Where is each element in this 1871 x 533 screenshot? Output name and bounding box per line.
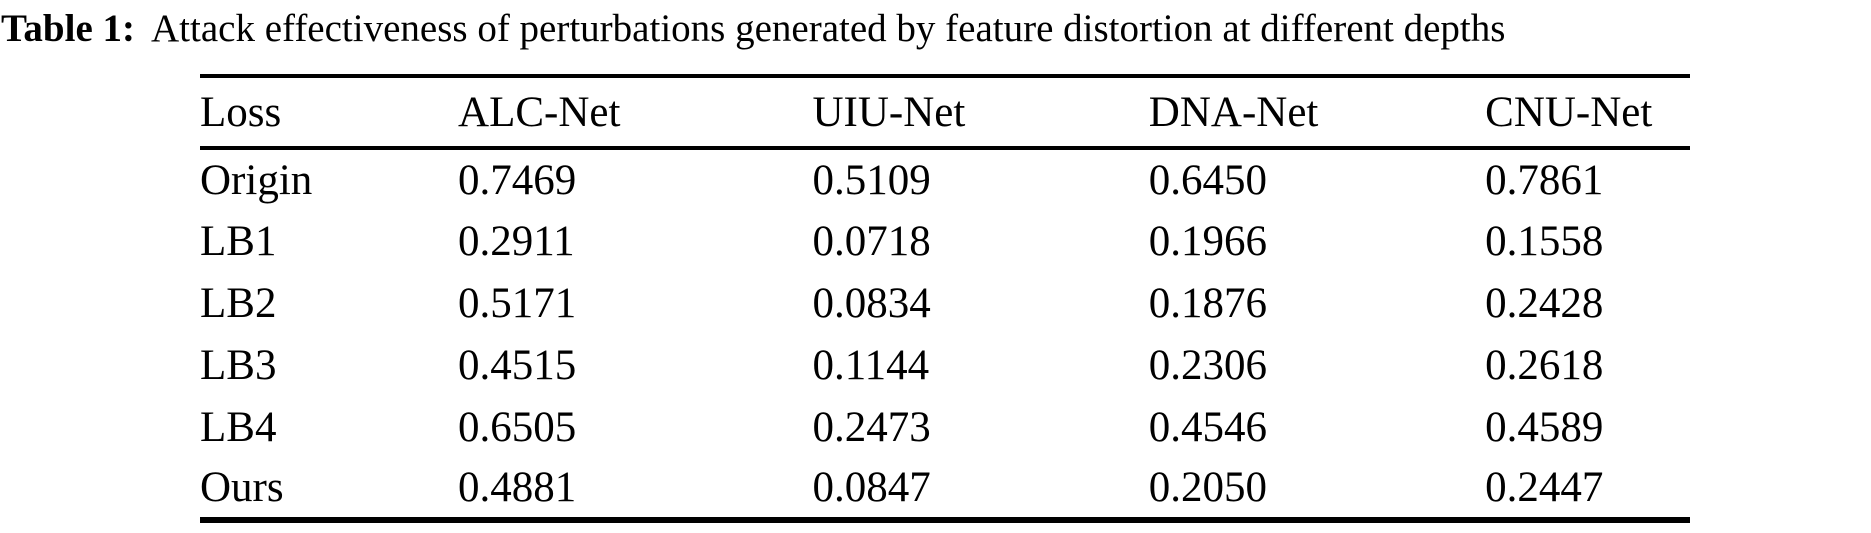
value-cell-ours-dna-net: 0.2050	[1148, 464, 1268, 511]
value-cell-lb2-alc-net: 0.5171	[458, 279, 577, 327]
value-cell-lb2-cnu-net: 0.2428	[1485, 279, 1604, 327]
value-cell-lb2-uiu-net: 0.0834	[812, 279, 931, 327]
table-header: Loss ALC-Net UIU-Net DNA-Net CNU-Net	[200, 76, 1690, 148]
value-cell-lb3-uiu-net: 0.1144	[812, 341, 930, 389]
results-table: Loss ALC-Net UIU-Net DNA-Net CNU-Net Origin 0…	[200, 74, 1690, 523]
value-cell-lb1-alc-net: 0.2911	[458, 217, 575, 265]
value-cell-lb1-uiu-net: 0.0718	[812, 217, 931, 265]
table-row-lb1: LB1 0.2911 0.0718 0.1966 0.1558	[200, 210, 1690, 272]
column-header-dna-net: DNA-Net	[1148, 88, 1319, 136]
row-label-lb4: LB4	[200, 403, 277, 451]
value-cell-lb3-cnu-net: 0.2618	[1485, 341, 1604, 389]
value-cell-lb3-alc-net: 0.4515	[458, 341, 577, 389]
value-cell-lb4-alc-net: 0.6505	[458, 403, 577, 451]
value-cell-ours-cnu-net: 0.2447	[1485, 464, 1604, 511]
table-row-lb3: LB3 0.4515 0.1144 0.2306 0.2618	[200, 334, 1690, 396]
value-cell-lb3-dna-net: 0.2306	[1148, 341, 1268, 389]
value-cell-lb1-dna-net: 0.1966	[1148, 217, 1268, 265]
value-cell-origin-alc-net: 0.7469	[458, 156, 577, 204]
value-cell-lb4-cnu-net: 0.4589	[1485, 403, 1604, 451]
row-label-lb1: LB1	[200, 217, 277, 265]
value-cell-lb1-cnu-net: 0.1558	[1485, 217, 1604, 265]
column-header-loss: Loss	[200, 88, 282, 136]
table-row-lb2: LB2 0.5171 0.0834 0.1876 0.2428	[200, 272, 1690, 334]
table-caption-label: Table 1:	[1, 7, 136, 50]
value-cell-ours-uiu-net: 0.0847	[812, 464, 931, 511]
table-row-ours: Ours 0.4881 0.0847 0.2050 0.2447	[200, 458, 1690, 520]
value-cell-lb2-dna-net: 0.1876	[1148, 279, 1268, 327]
header-row: Loss ALC-Net UIU-Net DNA-Net CNU-Net	[200, 76, 1690, 148]
row-label-ours: Ours	[200, 464, 284, 511]
table-body: Origin 0.7469 0.5109 0.6450 0.7861 LB1 0.2911 0…	[200, 148, 1690, 520]
value-cell-lb4-dna-net: 0.4546	[1148, 403, 1268, 451]
row-label-lb3: LB3	[200, 341, 277, 389]
value-cell-origin-cnu-net: 0.7861	[1485, 156, 1604, 204]
value-cell-origin-uiu-net: 0.5109	[812, 156, 931, 204]
value-cell-origin-dna-net: 0.6450	[1148, 156, 1268, 204]
column-header-cnu-net: CNU-Net	[1485, 88, 1653, 136]
row-label-origin: Origin	[200, 156, 313, 204]
value-cell-lb4-uiu-net: 0.2473	[812, 403, 931, 451]
table-caption-text: Attack effectiveness of perturbations ge…	[151, 7, 1506, 50]
value-cell-ours-alc-net: 0.4881	[458, 464, 577, 511]
column-header-alc-net: ALC-Net	[458, 88, 621, 136]
row-label-lb2: LB2	[200, 279, 277, 327]
table-caption: Table 1: Attack effectiveness of perturba…	[0, 3, 1871, 55]
table-row-origin: Origin 0.7469 0.5109 0.6450 0.7861	[200, 148, 1690, 210]
table-row-lb4: LB4 0.6505 0.2473 0.4546 0.4589	[200, 396, 1690, 458]
column-header-uiu-net: UIU-Net	[812, 88, 966, 136]
